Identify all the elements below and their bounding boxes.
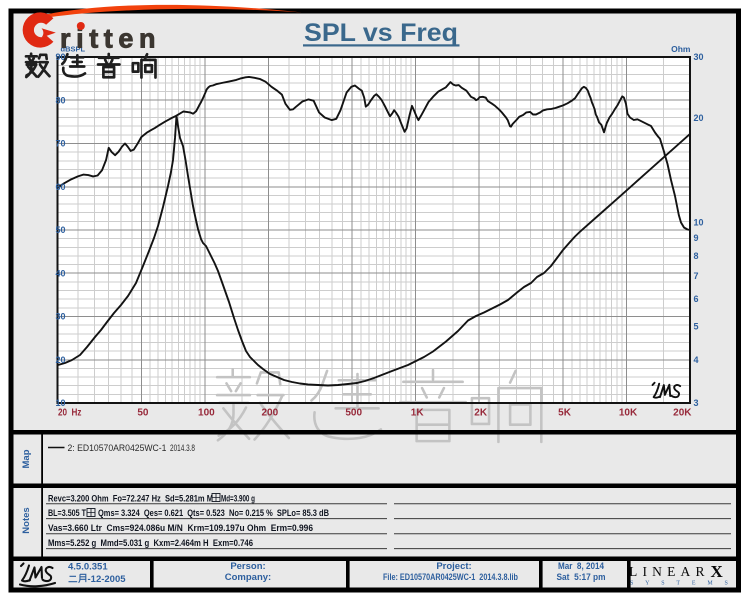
- svg-text:X: X: [711, 562, 724, 581]
- svg-text:Sat 5:17 pm: Sat 5:17 pm: [557, 572, 606, 583]
- svg-text:500: 500: [345, 408, 362, 419]
- svg-text:20: 20: [56, 355, 66, 365]
- svg-text:4.5.0.351: 4.5.0.351: [68, 562, 108, 573]
- svg-text:Md=3.900 g: Md=3.900 g: [221, 493, 255, 503]
- svg-text:Ohm: Ohm: [671, 44, 691, 54]
- svg-text:Company:: Company:: [225, 572, 271, 583]
- svg-text:Qms= 3.324 Qes= 0.621 Qts= 0: Qms= 3.324 Qes= 0.621 Qts= 0.523 No= 0.2…: [98, 508, 329, 518]
- svg-text:9: 9: [694, 233, 699, 243]
- svg-text:Mms=5.252 g Mmd=5.031 g Kxm=: Mms=5.252 g Mmd=5.031 g Kxm=2.464m H Exm…: [48, 538, 253, 548]
- svg-text:50: 50: [137, 408, 149, 419]
- svg-text:1K: 1K: [411, 408, 425, 419]
- svg-text:LINEAR: LINEAR: [629, 564, 710, 579]
- svg-text:Person:: Person:: [230, 561, 265, 572]
- svg-text:6: 6: [694, 294, 699, 304]
- svg-text:40: 40: [56, 268, 66, 278]
- svg-text:dBSPL: dBSPL: [61, 45, 86, 54]
- svg-text:50: 50: [56, 225, 66, 235]
- svg-text:90: 90: [56, 52, 66, 62]
- svg-text:SPL vs Freq: SPL vs Freq: [304, 19, 458, 47]
- svg-text:4: 4: [694, 355, 699, 365]
- svg-text:File: ED10570AR0425WC-1 2014.: File: ED10570AR0425WC-1 2014.3.8.lib: [383, 572, 518, 583]
- svg-text:Vas=3.660 Ltr Cms=924.086u M/: Vas=3.660 Ltr Cms=924.086u M/N Krm=109.1…: [48, 523, 313, 533]
- svg-text:BL=3.505 T: BL=3.505 T: [48, 508, 86, 518]
- svg-text:5K: 5K: [558, 408, 572, 419]
- svg-text:SYSTEMS: SYSTEMS: [630, 581, 740, 587]
- svg-text:Map: Map: [21, 449, 32, 468]
- svg-text:70: 70: [56, 139, 66, 149]
- svg-text:100: 100: [198, 408, 215, 419]
- svg-text:-12-2005: -12-2005: [88, 574, 127, 585]
- svg-text:200: 200: [261, 408, 278, 419]
- svg-text:3: 3: [694, 398, 699, 408]
- svg-text:60: 60: [56, 182, 66, 192]
- svg-text:10K: 10K: [619, 408, 638, 419]
- svg-text:ritten: ritten: [60, 24, 161, 54]
- svg-text:5: 5: [694, 321, 699, 331]
- svg-text:20K: 20K: [673, 408, 692, 419]
- svg-text:20 Hz: 20 Hz: [58, 408, 82, 419]
- svg-text:80: 80: [56, 95, 66, 105]
- svg-text:2014.3.8: 2014.3.8: [170, 443, 195, 454]
- svg-text:8: 8: [694, 251, 699, 261]
- svg-text:Notes: Notes: [21, 507, 32, 533]
- svg-text:20: 20: [694, 113, 704, 123]
- svg-text:2K: 2K: [474, 408, 488, 419]
- svg-text:2: ED10570AR0425WC-1: 2: ED10570AR0425WC-1: [68, 443, 167, 454]
- svg-text:7: 7: [694, 271, 699, 281]
- svg-text:30: 30: [694, 52, 704, 62]
- svg-text:Mar 8, 2014: Mar 8, 2014: [558, 561, 605, 572]
- svg-text:10: 10: [694, 217, 704, 227]
- svg-text:10: 10: [56, 398, 66, 408]
- svg-text:Project:: Project:: [436, 561, 471, 572]
- svg-text:Revc=3.200 Ohm Fo=72.247 Hz: Revc=3.200 Ohm Fo=72.247 Hz Sd=5.281m M: [48, 493, 213, 503]
- svg-text:30: 30: [56, 312, 66, 322]
